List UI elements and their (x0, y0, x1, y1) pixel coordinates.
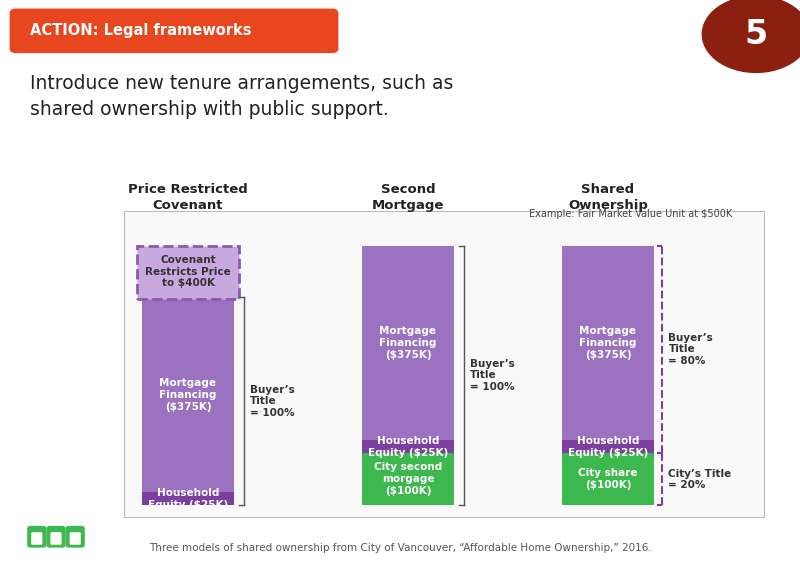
FancyBboxPatch shape (70, 532, 81, 545)
Bar (362, 440, 454, 453)
Bar (142, 492, 234, 505)
Text: Mortgage
Financing
($375K): Mortgage Financing ($375K) (579, 326, 637, 360)
FancyBboxPatch shape (10, 9, 338, 53)
Text: Mortgage
Financing
($375K): Mortgage Financing ($375K) (379, 326, 437, 360)
Text: Buyer’s
Title
= 80%: Buyer’s Title = 80% (669, 333, 713, 366)
Text: Covenant
Restricts Price
to $400K: Covenant Restricts Price to $400K (145, 255, 231, 288)
Text: City share
($100K): City share ($100K) (578, 468, 638, 490)
Text: City second
morgage
($100K): City second morgage ($100K) (374, 463, 442, 496)
Circle shape (702, 0, 800, 73)
Text: Household
Equity ($25K): Household Equity ($25K) (148, 488, 228, 510)
FancyBboxPatch shape (27, 526, 46, 548)
Text: Example: Fair Market Value Unit at $500K: Example: Fair Market Value Unit at $500K (529, 208, 732, 219)
Bar (362, 246, 454, 440)
Bar (362, 453, 454, 505)
Text: Mortgage
Financing
($375K): Mortgage Financing ($375K) (159, 378, 217, 412)
FancyBboxPatch shape (50, 532, 62, 545)
Text: Buyer’s
Title
= 100%: Buyer’s Title = 100% (470, 359, 514, 392)
Text: 5: 5 (744, 18, 768, 51)
Text: Introduce new tenure arrangements, such as: Introduce new tenure arrangements, such … (30, 74, 454, 93)
Text: Three models of shared ownership from City of Vancouver, “Affordable Home Owners: Three models of shared ownership from Ci… (149, 543, 651, 553)
Bar (142, 297, 234, 492)
Bar (562, 440, 654, 453)
Bar (562, 246, 654, 440)
Text: Buyer’s
Title
= 100%: Buyer’s Title = 100% (250, 385, 294, 418)
Text: shared ownership with public support.: shared ownership with public support. (30, 100, 389, 119)
Text: City’s Title
= 20%: City’s Title = 20% (669, 469, 732, 490)
Text: Household
Equity ($25K): Household Equity ($25K) (568, 436, 648, 458)
Text: Household
Equity ($25K): Household Equity ($25K) (368, 436, 448, 458)
Text: Second
Mortgage: Second Mortgage (372, 183, 444, 212)
Bar (562, 453, 654, 505)
FancyBboxPatch shape (124, 211, 764, 517)
Text: Price Restricted
Covenant: Price Restricted Covenant (128, 183, 248, 212)
FancyBboxPatch shape (66, 526, 85, 548)
Text: ACTION: Legal frameworks: ACTION: Legal frameworks (30, 23, 252, 38)
FancyBboxPatch shape (46, 526, 66, 548)
FancyBboxPatch shape (138, 246, 238, 299)
Text: Shared
Ownership: Shared Ownership (568, 183, 648, 212)
FancyBboxPatch shape (31, 532, 42, 545)
